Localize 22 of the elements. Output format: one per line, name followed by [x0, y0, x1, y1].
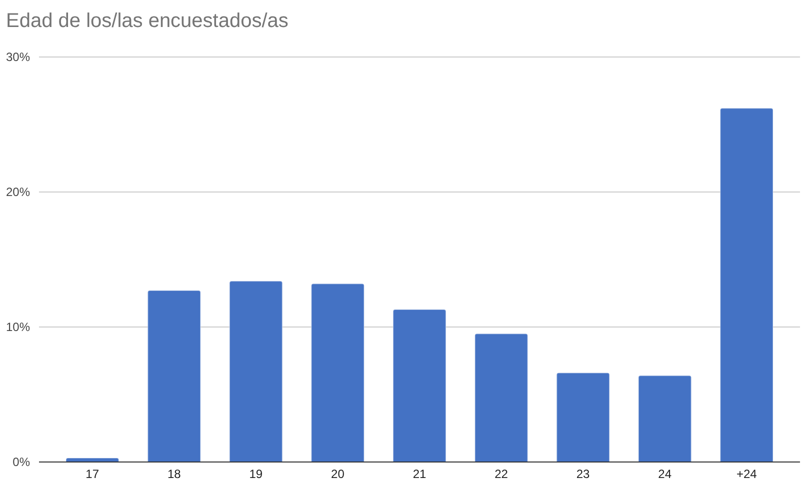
bar: [310, 283, 365, 462]
y-tick-label: 20%: [6, 185, 30, 200]
bar: [229, 280, 283, 462]
bar: [474, 333, 528, 462]
bar: [556, 372, 610, 462]
x-tick-label: 19: [249, 467, 263, 481]
x-tick-label: 22: [494, 467, 508, 481]
x-tick-label: 18: [167, 467, 182, 481]
bar: [147, 290, 202, 462]
bar: [638, 375, 692, 462]
chart-title: Edad de los/las encuestados/as: [6, 10, 288, 32]
y-tick-label: 0%: [12, 455, 30, 470]
x-tick-label: +24: [736, 467, 758, 481]
x-tick-label: 23: [576, 467, 590, 481]
bar: [720, 108, 774, 462]
x-tick-label: 21: [412, 467, 426, 481]
x-tick-label: 24: [658, 467, 672, 481]
y-tick-label: 30%: [6, 50, 30, 64]
x-tick-label: 20: [331, 467, 345, 481]
x-tick-label: 17: [86, 467, 100, 481]
bar: [392, 308, 446, 462]
y-tick-label: 10%: [6, 320, 30, 334]
